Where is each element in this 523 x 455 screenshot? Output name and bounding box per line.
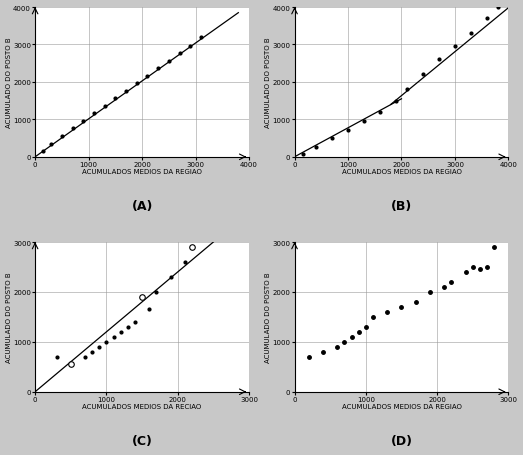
- X-axis label: ACUMULADOS MEDIOS DA RECIAO: ACUMULADOS MEDIOS DA RECIAO: [83, 404, 202, 410]
- Text: (B): (B): [391, 199, 412, 212]
- Text: (D): (D): [391, 434, 413, 447]
- Y-axis label: ACUMULADO DO POSTO B: ACUMULADO DO POSTO B: [6, 272, 12, 362]
- X-axis label: ACUMULADOS MEDIOS DA REGIAO: ACUMULADOS MEDIOS DA REGIAO: [342, 169, 461, 175]
- Y-axis label: ACUMULADO DO POSTO B: ACUMULADO DO POSTO B: [265, 272, 271, 362]
- Text: (A): (A): [131, 199, 153, 212]
- Y-axis label: ACUMULADO DO POSTO B: ACUMULADO DO POSTO B: [6, 38, 12, 128]
- Y-axis label: ACUMULADO DO POSTO B: ACUMULADO DO POSTO B: [265, 38, 271, 128]
- Text: (C): (C): [132, 434, 153, 447]
- X-axis label: ACUMULADOS MEDIOS DA REGIAO: ACUMULADOS MEDIOS DA REGIAO: [82, 169, 202, 175]
- X-axis label: ACUMULADOS MEDIOS DA REGIAO: ACUMULADOS MEDIOS DA REGIAO: [342, 404, 461, 410]
